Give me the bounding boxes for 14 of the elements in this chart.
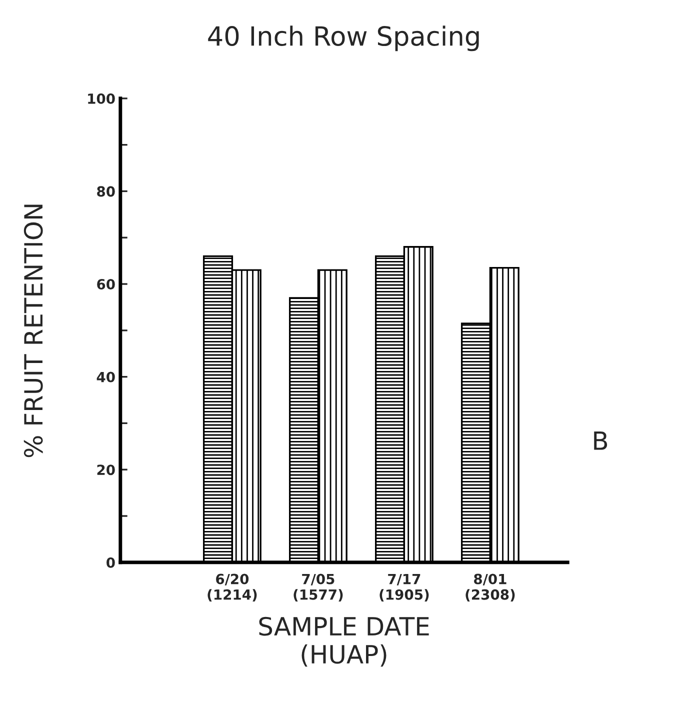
y-axis-title: % FRUIT RETENTION [24,204,43,458]
y-tick-label: 40 [96,372,115,382]
y-tick-label: 100 [88,93,115,104]
x-tick-label: 8/01 (2308) [466,574,515,602]
y-tick-label: 0 [106,557,115,568]
x-tick-label: 7/17 (1905) [380,574,429,602]
x-tick-label: 6/20 (1214) [208,574,257,602]
x-tick-label: 7/05 (1577) [294,574,343,602]
text: B [594,432,608,450]
y-tick-label: 80 [97,186,115,197]
chart-title: 40 Inch Row Spacing [208,26,479,52]
y-tick-label: 20 [97,464,115,476]
x-axis-title: SAMPLE DATE (HUAP) [259,616,429,667]
y-tick-label: 60 [97,278,115,290]
